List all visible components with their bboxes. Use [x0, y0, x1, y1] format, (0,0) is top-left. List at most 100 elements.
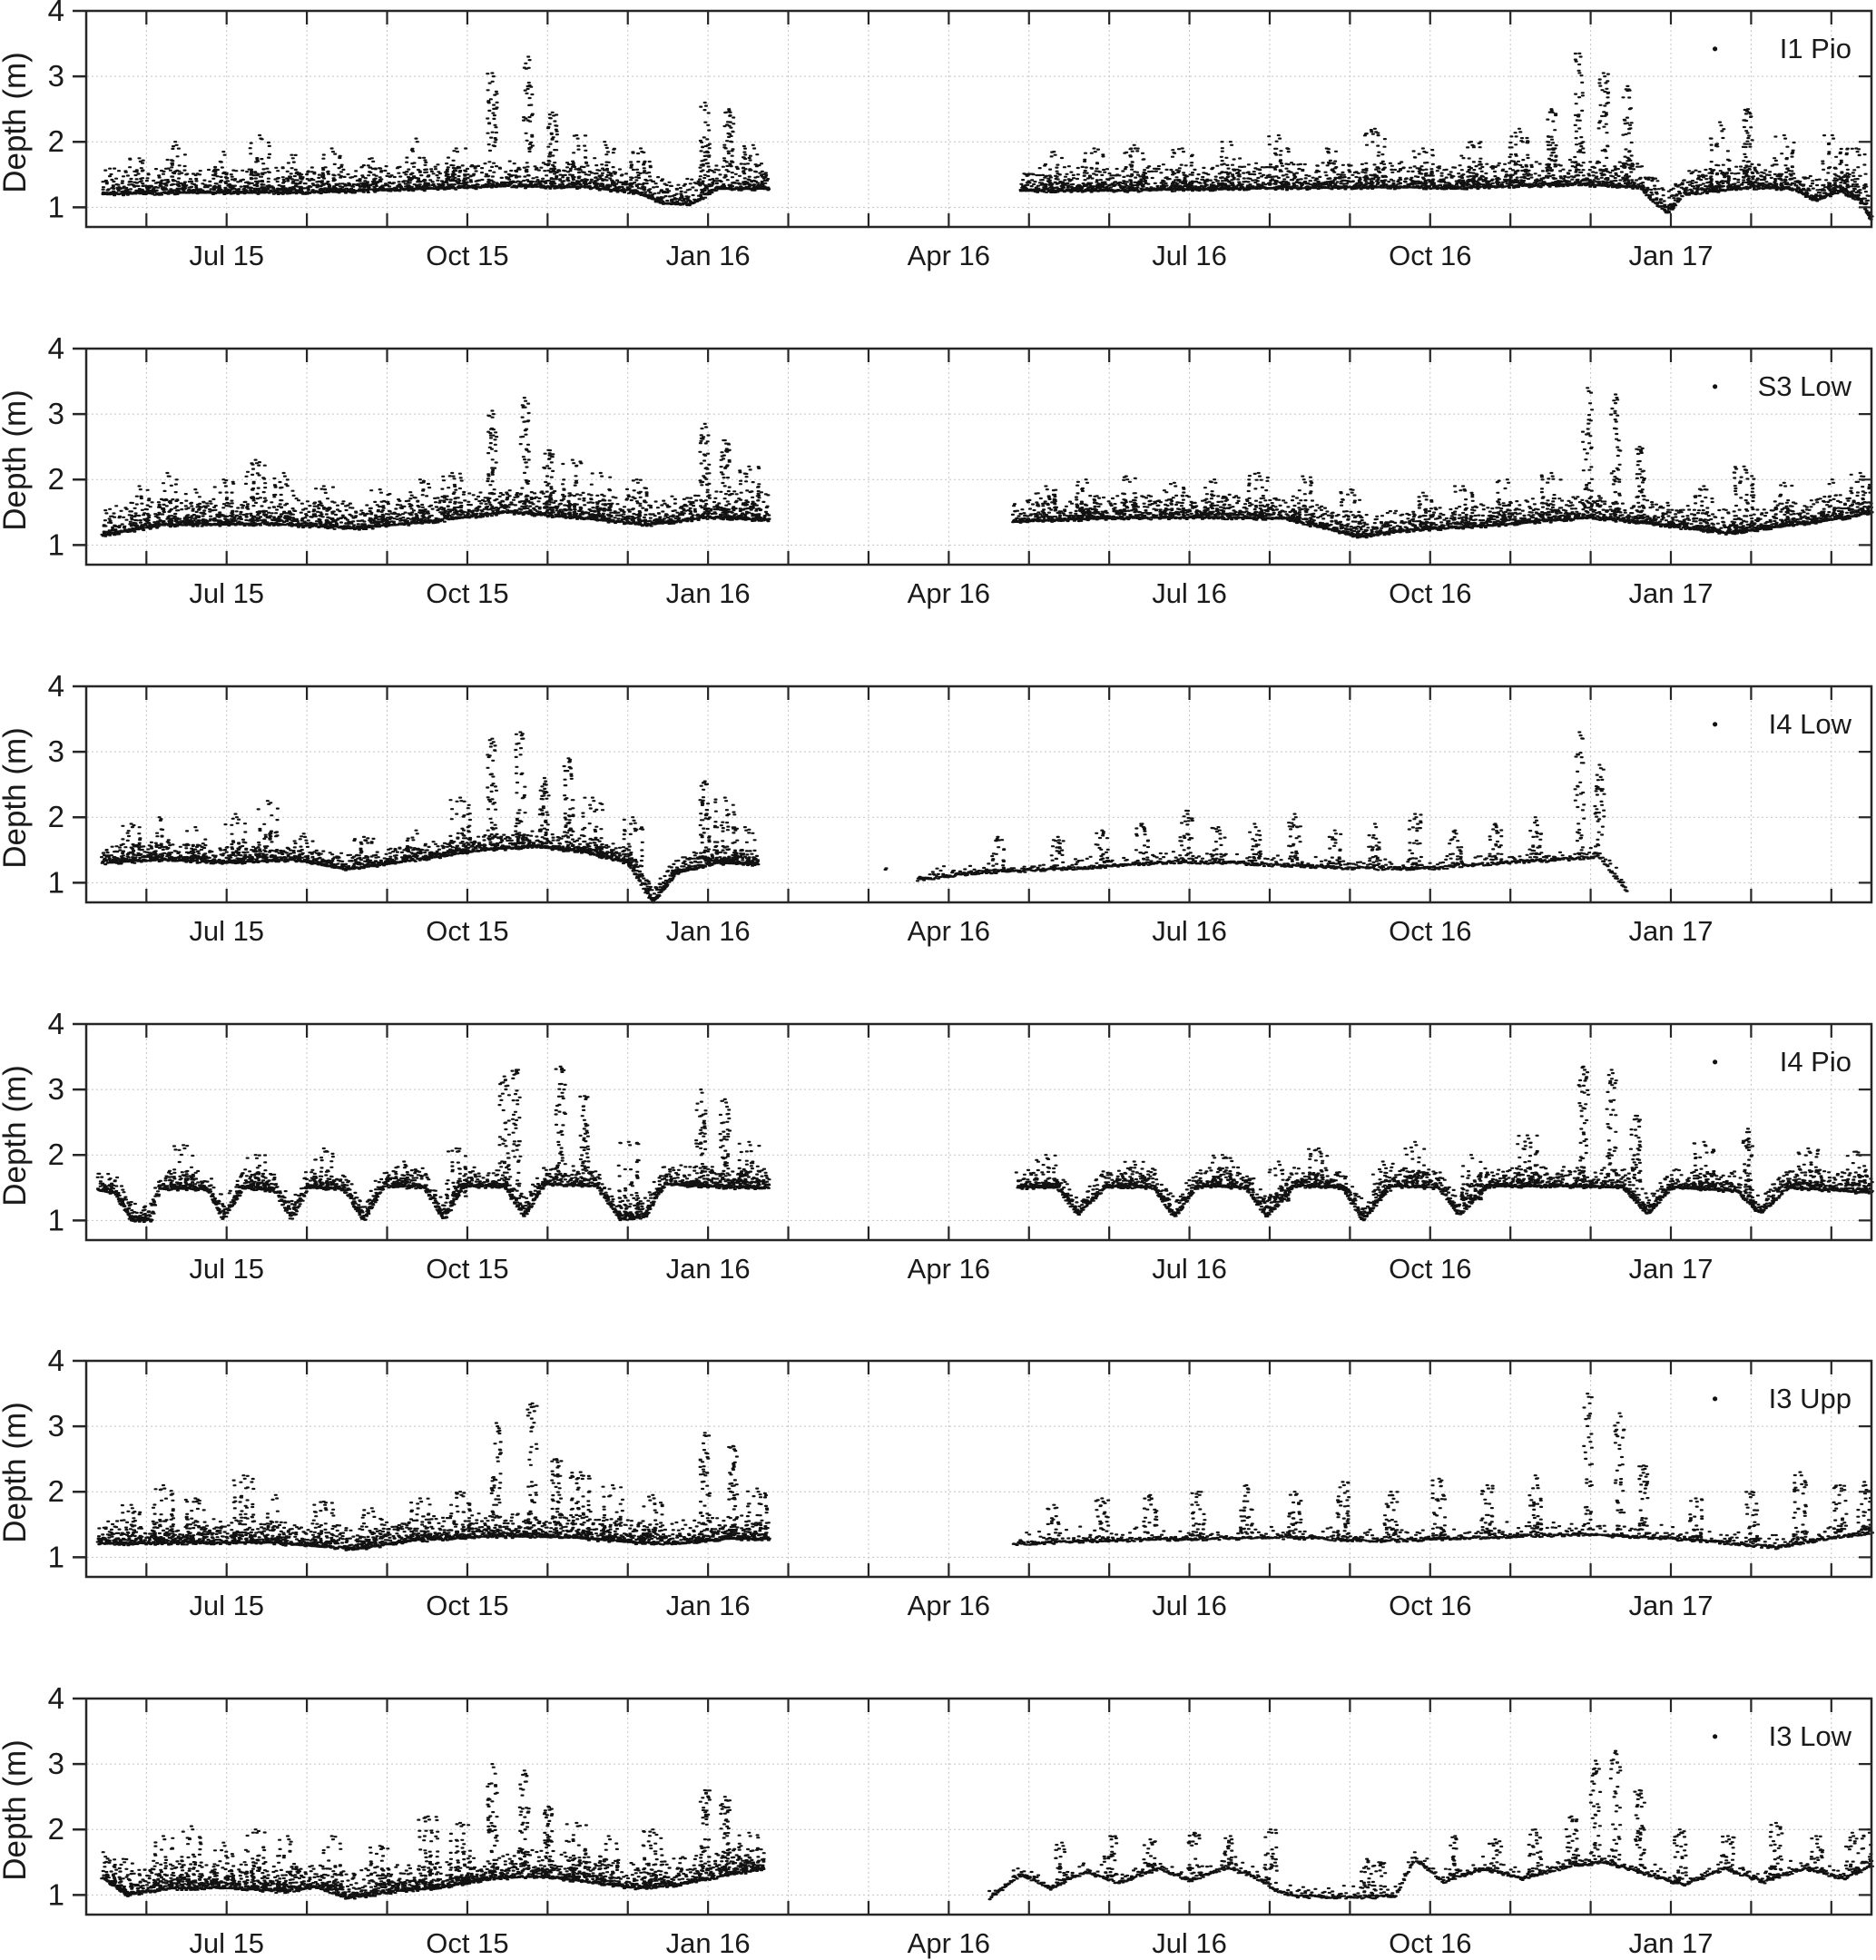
x-tick-label: Apr 16 [908, 577, 990, 609]
y-tick-label: 2 [48, 800, 64, 833]
y-tick-label: 2 [48, 1812, 64, 1846]
x-tick-label: Jul 16 [1152, 1590, 1227, 1621]
panel-label: I3 Upp [1769, 1383, 1851, 1414]
y-tick-label: 1 [48, 1877, 64, 1911]
x-tick-label: Jul 15 [189, 240, 264, 271]
y-tick-label: 1 [48, 527, 64, 561]
y-tick-label: 3 [48, 1072, 64, 1106]
y-tick-label: 2 [48, 462, 64, 496]
x-tick-label: Jul 15 [189, 915, 264, 947]
stray-data-point [1713, 46, 1718, 52]
stray-data-point [1713, 722, 1718, 727]
panel-i1-pio: 1 2 3 4 Jul 15 Oct 15 Jan 16 Apr 16 Jul 16 Oct 16… [0, 0, 1874, 271]
y-axis-label: Depth (m) [0, 727, 33, 869]
depth-scatter-series [95, 1065, 1874, 1224]
plot-border [84, 1359, 1873, 1579]
y-tick-label: 3 [48, 1409, 64, 1443]
x-tick-label: Jan 16 [666, 1253, 751, 1285]
x-tick-label: Apr 16 [908, 1253, 990, 1285]
y-axis-label: Depth (m) [0, 1402, 33, 1543]
x-tick-label: Jul 16 [1152, 240, 1227, 271]
x-tick-label: Oct 16 [1389, 240, 1471, 271]
x-tick-label: Jan 16 [666, 1927, 751, 1959]
y-tick-label: 3 [48, 397, 64, 430]
depth-scatter-series [101, 52, 1874, 221]
x-tick-label: Jul 15 [189, 1590, 264, 1621]
panel-label: S3 Low [1758, 370, 1852, 402]
stray-data-point [1713, 1734, 1718, 1739]
x-tick-label: Apr 16 [908, 1590, 990, 1621]
y-tick-label: 1 [48, 1540, 64, 1573]
x-tick-label: Jan 17 [1628, 1253, 1713, 1285]
x-tick-label: Apr 16 [908, 240, 990, 271]
y-tick-label: 4 [48, 1681, 64, 1715]
y-tick-label: 4 [48, 1344, 64, 1377]
y-tick-label: 3 [48, 1747, 64, 1780]
y-axis-label: Depth (m) [0, 1739, 33, 1881]
plot-border [84, 685, 1873, 904]
plot-border [84, 1697, 1873, 1916]
depth-scatter-series [99, 731, 1629, 904]
panel-i4-pio: 1 2 3 4 Jul 15 Oct 15 Jan 16 Apr 16 Jul 16 Oct 16… [0, 1007, 1874, 1285]
x-tick-label: Apr 16 [908, 1927, 990, 1959]
depth-scatter-series [100, 1749, 1875, 1901]
x-tick-label: Jan 16 [666, 915, 751, 947]
x-tick-label: Oct 16 [1389, 577, 1471, 609]
panel-label: I4 Pio [1780, 1046, 1851, 1078]
x-tick-label: Jan 17 [1628, 915, 1713, 947]
y-tick-label: 2 [48, 1138, 64, 1171]
x-tick-label: Jul 15 [189, 1927, 264, 1959]
x-tick-label: Jan 17 [1628, 240, 1713, 271]
y-tick-label: 1 [48, 865, 64, 899]
stray-data-point [1713, 384, 1718, 389]
x-tick-label: Oct 15 [426, 577, 508, 609]
panel-i3-upp: 1 2 3 4 Jul 15 Oct 15 Jan 16 Apr 16 Jul 16 Oct 16… [0, 1344, 1875, 1621]
x-tick-label: Jul 16 [1152, 577, 1227, 609]
x-tick-label: Jul 16 [1152, 1927, 1227, 1959]
depth-scatter-series [95, 1393, 1875, 1551]
y-tick-label: 4 [48, 0, 64, 27]
y-tick-label: 3 [48, 734, 64, 768]
y-tick-label: 3 [48, 59, 64, 93]
x-tick-label: Jul 15 [189, 1253, 264, 1285]
y-tick-label: 4 [48, 331, 64, 365]
y-axis-label: Depth (m) [0, 52, 33, 193]
x-tick-label: Apr 16 [908, 915, 990, 947]
x-tick-label: Jan 17 [1628, 1590, 1713, 1621]
x-tick-label: Oct 16 [1389, 1590, 1471, 1621]
x-tick-label: Oct 15 [426, 1590, 508, 1621]
panel-i3-low: 1 2 3 4 Jul 15 Oct 15 Jan 16 Apr 16 Jul 16 Oct 16… [0, 1681, 1875, 1959]
y-tick-label: 4 [48, 669, 64, 703]
panel-label: I3 Low [1769, 1720, 1852, 1752]
panel-i4-low: 1 2 3 4 Jul 15 Oct 15 Jan 16 Apr 16 Jul 16 Oct 16… [0, 669, 1873, 947]
plot-border [84, 9, 1873, 229]
y-axis-label: Depth (m) [0, 389, 33, 531]
stray-data-point [1713, 1396, 1718, 1402]
x-tick-label: Oct 16 [1389, 915, 1471, 947]
y-tick-label: 1 [48, 190, 64, 223]
depth-scatter-series [100, 387, 1874, 539]
x-tick-label: Oct 16 [1389, 1253, 1471, 1285]
y-tick-label: 1 [48, 1203, 64, 1236]
x-tick-label: Oct 15 [426, 1253, 508, 1285]
y-tick-label: 2 [48, 124, 64, 158]
stray-data-point [1713, 1059, 1718, 1065]
x-tick-label: Jul 15 [189, 577, 264, 609]
panel-s3-low: 1 2 3 4 Jul 15 Oct 15 Jan 16 Apr 16 Jul 16 Oct 16… [0, 331, 1874, 609]
x-tick-label: Oct 15 [426, 240, 508, 271]
x-tick-label: Jan 16 [666, 577, 751, 609]
panel-label: I4 Low [1769, 708, 1852, 740]
x-tick-label: Jul 16 [1152, 915, 1227, 947]
x-tick-label: Jan 17 [1628, 577, 1713, 609]
y-tick-label: 2 [48, 1474, 64, 1508]
x-tick-label: Jan 17 [1628, 1927, 1713, 1959]
x-tick-label: Oct 15 [426, 915, 508, 947]
plot-border [84, 1022, 1873, 1242]
y-tick-label: 4 [48, 1007, 64, 1040]
panel-label: I1 Pio [1780, 33, 1851, 64]
x-tick-label: Oct 16 [1389, 1927, 1471, 1959]
plot-border [84, 347, 1873, 566]
x-tick-label: Jan 16 [666, 1590, 751, 1621]
y-axis-label: Depth (m) [0, 1065, 33, 1207]
